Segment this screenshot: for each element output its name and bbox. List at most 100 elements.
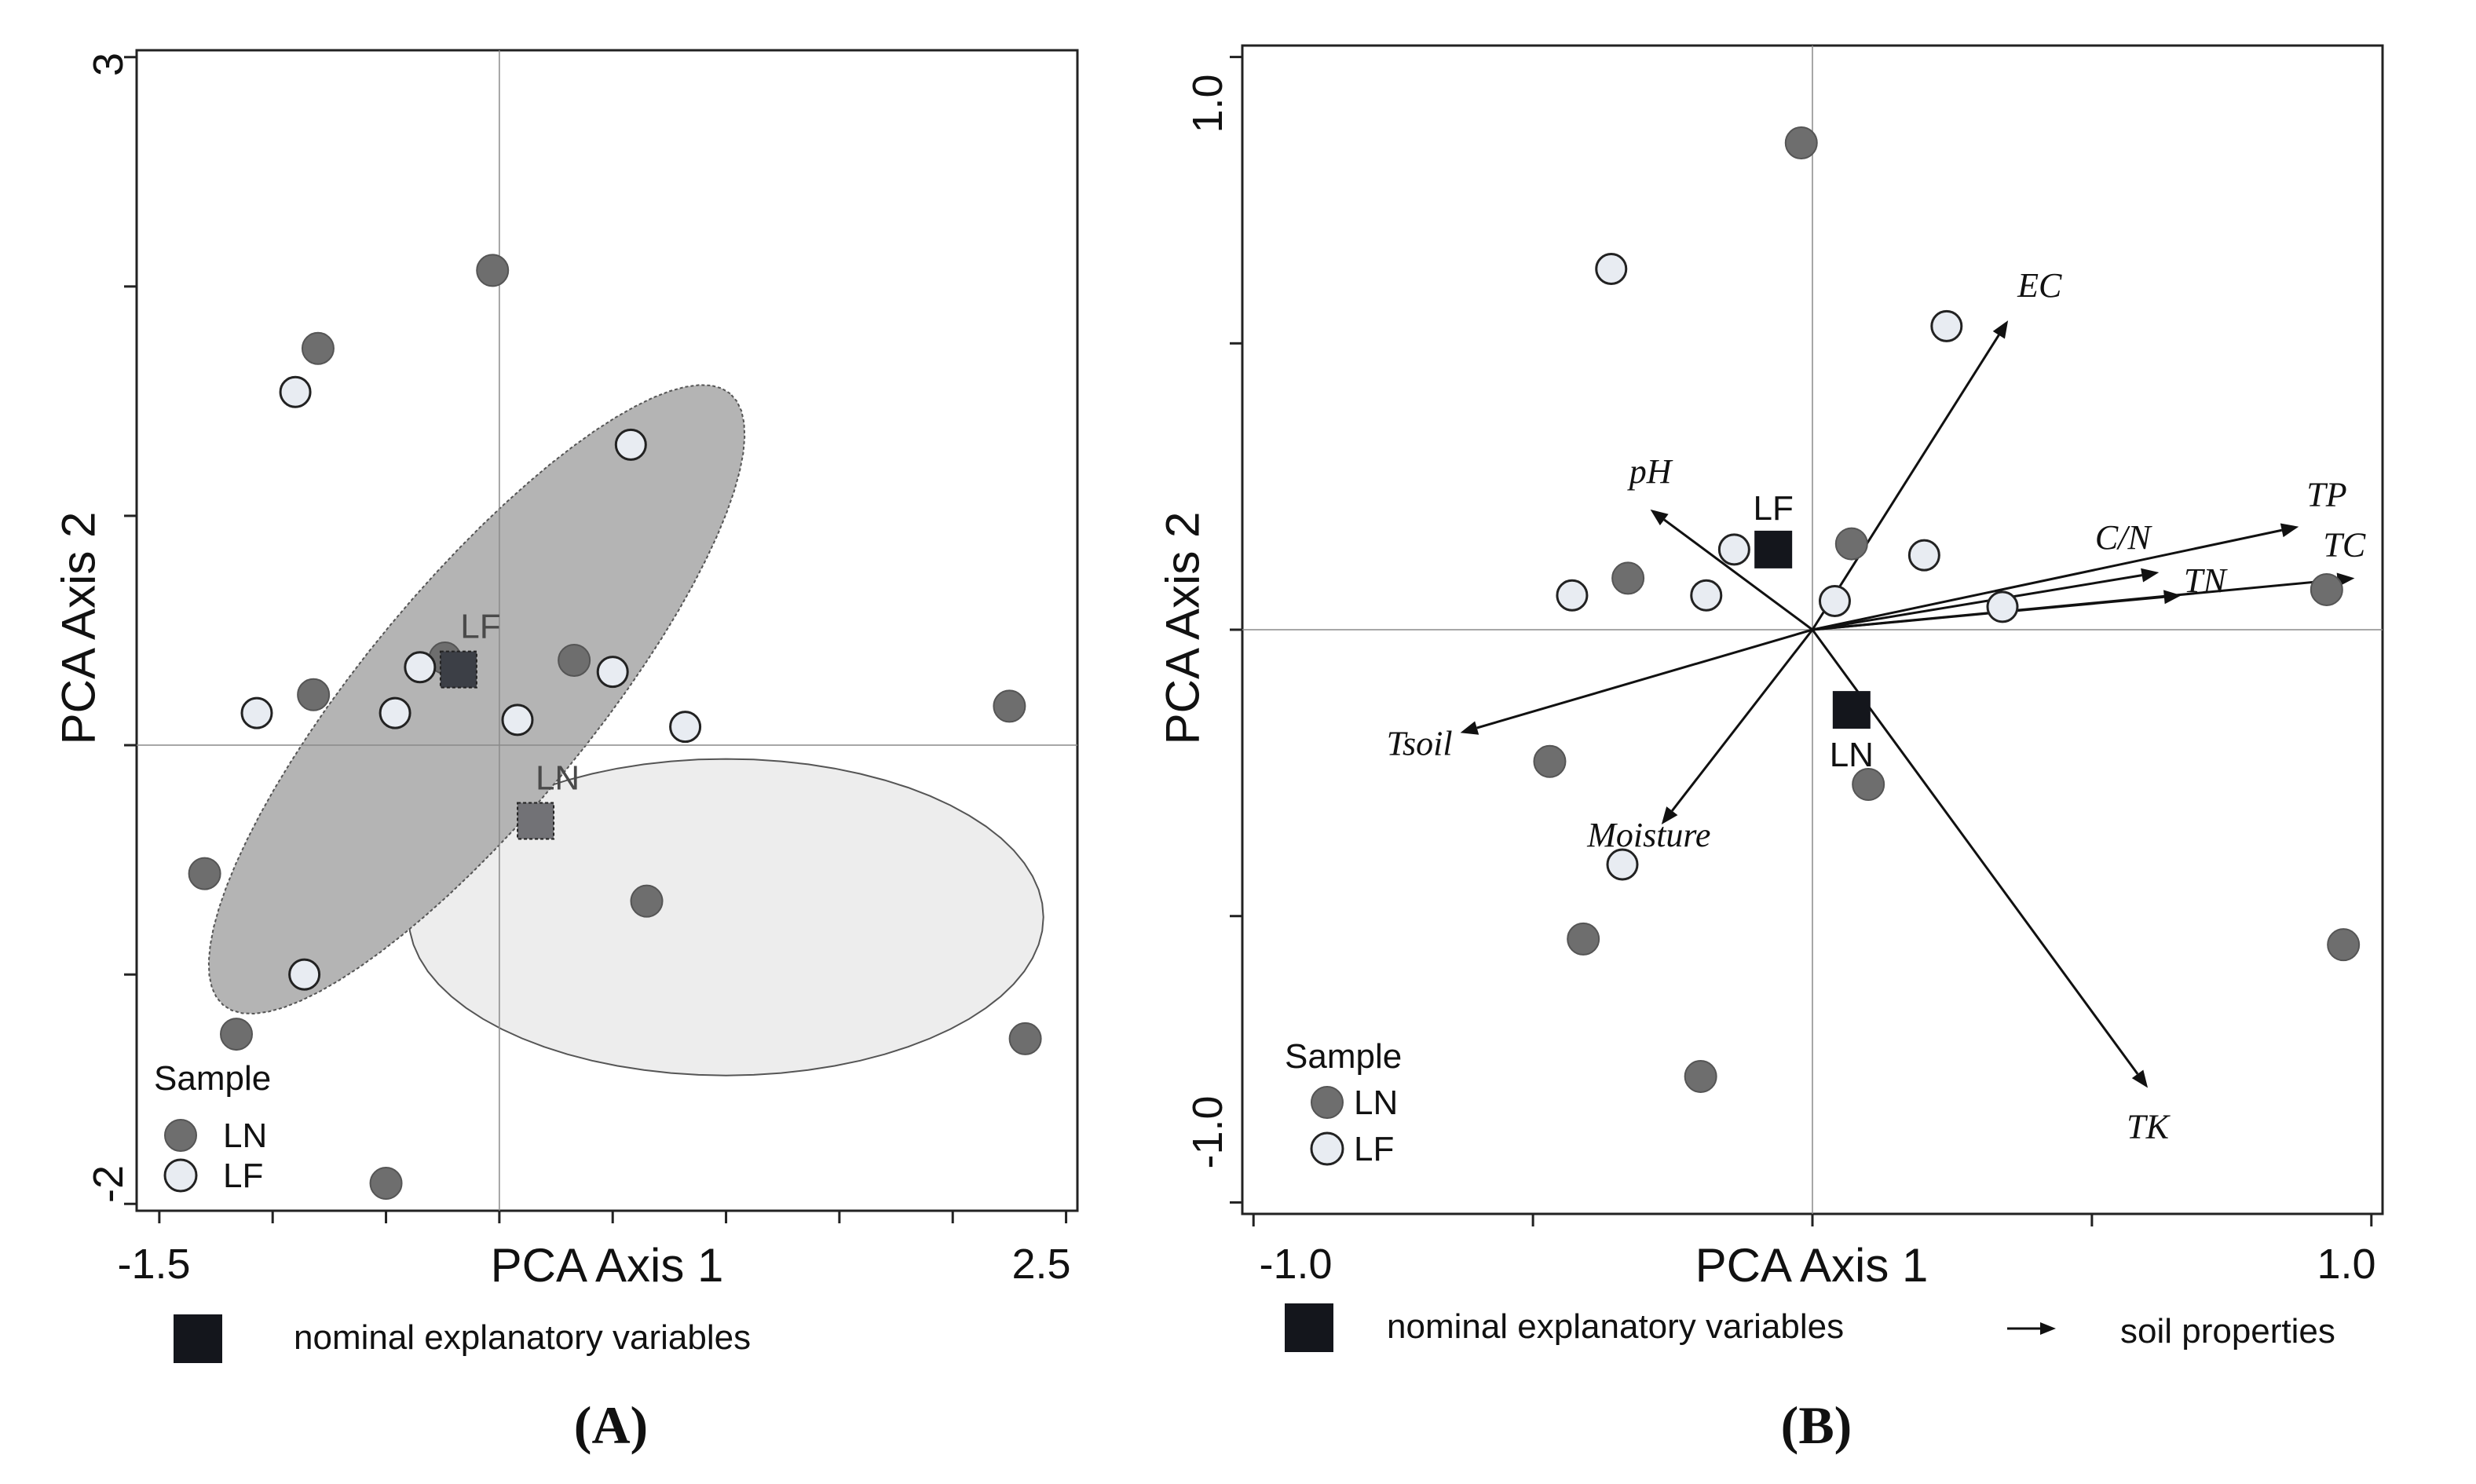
panel-b-y-tick-label-min: -1.0 (1184, 1095, 1231, 1168)
panel-b-centroid-ln (1832, 691, 1871, 729)
panel-b-centroid-label-ln: LN (1830, 736, 1874, 774)
panel-a-legend-ln-label: LN (223, 1117, 267, 1155)
panel-a-y-axis-label: PCA Axis 2 (53, 512, 105, 745)
panel-b-label: (B) (1781, 1395, 1852, 1455)
panel-a-y-tick-label-max: 3 (85, 53, 132, 76)
panel-b-y-axis-label: PCA Axis 2 (1157, 512, 1209, 745)
panel-b-vector-head-tp (2280, 523, 2299, 538)
panel-a-point-lf (501, 704, 534, 737)
panel-a-point-lf (669, 711, 702, 744)
panel-b-vector-label-tsoil: Tsoil (1387, 724, 1453, 762)
panel-b-centroids: LF LN (1753, 489, 1873, 774)
panel-b-point-ln (1834, 527, 1868, 561)
panel-a-point-ln (993, 689, 1026, 723)
panel-b-point-lf (1606, 848, 1639, 881)
panel-b-legend-ln-label: LN (1354, 1084, 1398, 1122)
panel-a-point-lf (279, 375, 312, 408)
panel-b-x-tick-label-min: -1.0 (1259, 1241, 1332, 1288)
panel-b-footnote-text: nominal explanatory variables (1387, 1307, 1844, 1346)
panel-a-legend-lf-marker (163, 1158, 198, 1193)
panel-b-vector-label-ec: EC (2017, 266, 2062, 305)
panel-a-ellipses (207, 384, 1044, 1076)
panel-a-point-ln (297, 678, 331, 711)
panel-b-legend: Sample LN LF (1285, 1037, 1402, 1168)
panel-b-ticks (1230, 56, 2373, 1226)
panel-b-point-lf (1930, 309, 1963, 342)
panel-b-vector-head-cn (2141, 568, 2160, 583)
panel-b-vector-label-tc: TC (2323, 525, 2365, 564)
panel-b-vector-label-tp: TP (2306, 476, 2346, 514)
panel-a-ticks (124, 56, 1068, 1223)
panel-b-y-tick-label-max: 1.0 (1184, 74, 1231, 133)
panel-b-vector-ph (1663, 518, 1813, 631)
panel-b-point-ln (1533, 744, 1567, 778)
panel-a-centroids: LF LN (439, 608, 580, 840)
panel-b-vector-label-cn: C/N (2095, 518, 2153, 557)
panel-b-point-lf (1986, 590, 2019, 623)
panel-a-legend: Sample LN LF (154, 1059, 271, 1195)
panel-b-vector-label-ph: pH (1627, 452, 1673, 491)
panel-b-point-ln (1852, 767, 1885, 801)
panel-a-points (188, 254, 1042, 1200)
panel-b-vector-legend-arrowhead (2040, 1322, 2056, 1335)
panel-b-centroid-label-lf: LF (1753, 489, 1793, 528)
panel-a-footnote-square (174, 1314, 222, 1363)
panel-a-centroid-label-lf: LF (460, 608, 500, 646)
panel-b-legend-lf-label: LF (1354, 1130, 1394, 1168)
panel-a-point-ln (1008, 1022, 1042, 1055)
panel-a-point-lf (596, 656, 629, 689)
panel-a-legend-lf-label: LF (223, 1157, 263, 1195)
panel-b-legend-title: Sample (1285, 1037, 1402, 1076)
panel-a-point-lf (614, 428, 647, 461)
panel-b-vector-moisture (1671, 629, 1814, 812)
panel-a-y-tick-label-min: -2 (85, 1165, 132, 1203)
panel-a-ellipse-lf (207, 384, 746, 1015)
panel-a-centroid-ln (517, 802, 555, 840)
panel-a-point-ln (220, 1018, 254, 1051)
panel-b-vector-head-tsoil (1460, 721, 1479, 735)
panel-b-vector-tsoil (1476, 628, 1813, 729)
panel-a-reference-lines (137, 50, 1077, 1211)
panel-a-footnote-text: nominal explanatory variables (294, 1318, 751, 1357)
panel-b-vector-head-tk (2131, 1069, 2149, 1088)
panel-a-legend-title: Sample (154, 1059, 271, 1098)
panel-a-point-lf (404, 651, 437, 684)
panel-a-x-tick-label-max: 2.5 (1011, 1241, 1070, 1288)
panel-b-point-lf (1818, 585, 1851, 618)
panel-a-point-lf (379, 696, 411, 729)
panel-a-point-lf (288, 958, 321, 991)
panel-b-vector-head-moisture (1661, 806, 1678, 824)
panel-b-vector-tc (1812, 578, 2338, 631)
panel-b-point-lf (1690, 579, 1723, 612)
panel-b-point-lf (1717, 533, 1750, 566)
panel-b-vector-legend-text: soil properties (2120, 1312, 2335, 1351)
panel-a-x-axis-label: PCA Axis 1 (491, 1239, 724, 1292)
panel-b-vector-ec (1811, 334, 2000, 631)
panel-b-vector-head-tn (2163, 590, 2182, 605)
panel-a-point-lf (240, 696, 273, 729)
panel-b-point-ln (1567, 922, 1600, 956)
panel-b-vector-head-ec (1992, 320, 2009, 339)
panel-b-point-lf (1556, 579, 1589, 612)
panel-b-centroid-lf (1754, 530, 1793, 568)
panel-b-point-ln (2327, 928, 2361, 962)
panel-a-plot-frame (135, 49, 1079, 1212)
panel-b-point-lf (1907, 539, 1940, 572)
panel-b-vector-head-ph (1650, 509, 1669, 526)
panel-b-x-axis-label: PCA Axis 1 (1695, 1239, 1929, 1292)
panel-a-point-ln (188, 857, 221, 890)
panel-b-vector-tp (1812, 528, 2283, 631)
panel-a-point-ln (630, 884, 664, 918)
panel-b-legend-ln-marker (1311, 1086, 1344, 1119)
panel-b-points (1533, 126, 2361, 1093)
panel-b-point-ln (1684, 1059, 1717, 1093)
panel-b-point-ln (2310, 572, 2343, 606)
panel-a-point-ln (369, 1166, 403, 1200)
panel-a-legend-ln-marker (164, 1119, 197, 1152)
panel-b-legend-lf-marker (1310, 1131, 1344, 1166)
panel-a-point-ln (558, 643, 591, 677)
